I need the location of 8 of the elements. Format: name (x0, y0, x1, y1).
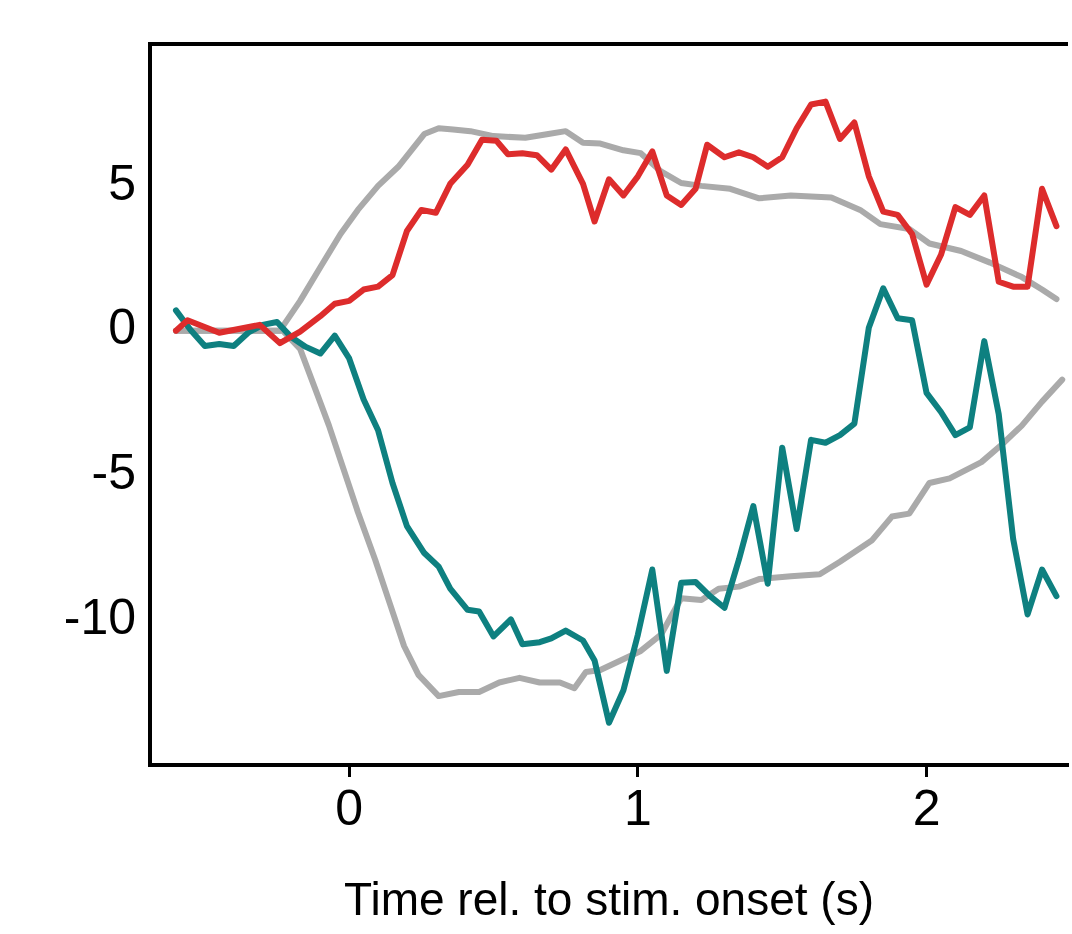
x-tick-label: 0 (335, 779, 364, 836)
y-tick-label: -10 (63, 589, 136, 645)
y-tick-label: 0 (108, 299, 136, 356)
x-tick-label: 2 (912, 779, 941, 836)
x-axis-title: Time rel. to stim. onset (s) (344, 873, 874, 926)
y-tick-label: -5 (91, 444, 136, 501)
x-tick-label: 1 (623, 779, 652, 836)
y-tick-label: 5 (108, 154, 136, 211)
